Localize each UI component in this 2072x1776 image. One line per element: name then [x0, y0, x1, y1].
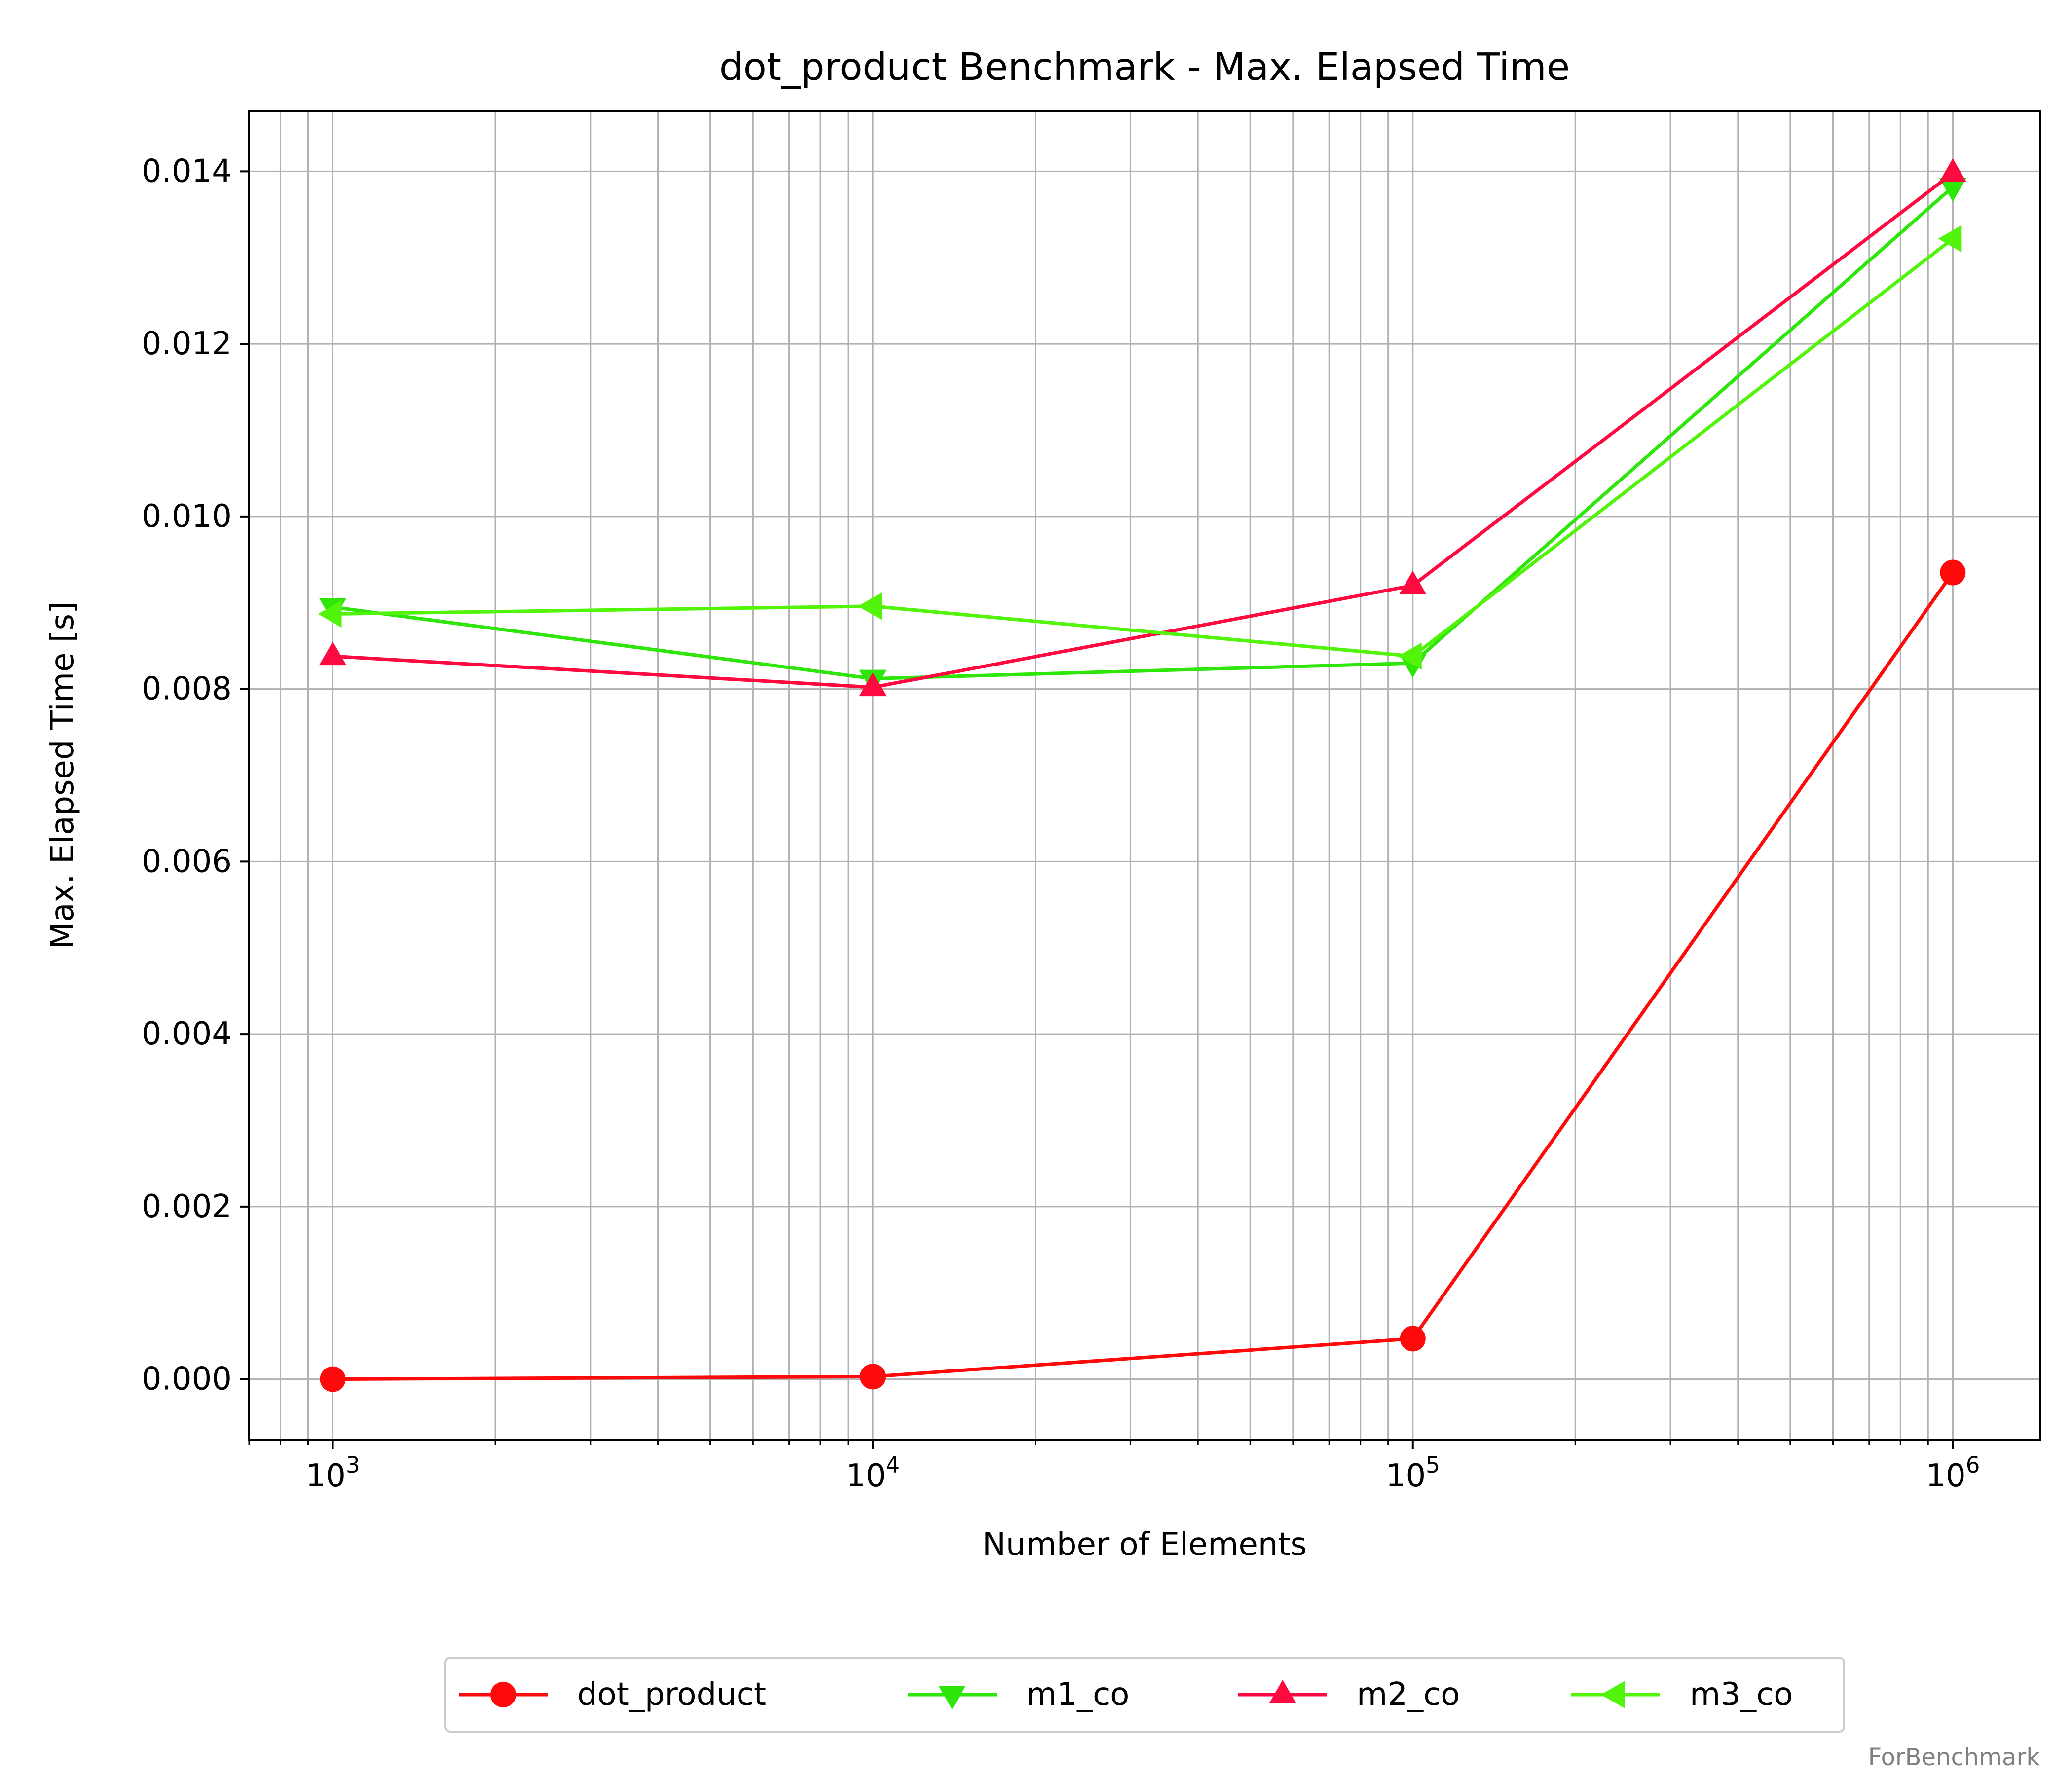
x-axis-label: Number of Elements	[982, 1526, 1307, 1563]
y-tick-label: 0.002	[142, 1188, 232, 1225]
legend-entry-m3_co: m3_co	[1571, 1676, 1793, 1713]
x-tick-label-exponent: 4	[886, 1452, 900, 1478]
data-point-m3_co	[318, 600, 342, 628]
series-m2_co	[319, 158, 1966, 697]
y-tick-label: 0.008	[142, 671, 232, 707]
grid-lines	[248, 111, 2040, 1440]
legend-marker-dot_product	[490, 1682, 516, 1707]
series-line-m2_co	[333, 172, 1954, 689]
legend-marker-m2_co	[1269, 1680, 1296, 1703]
legend-marker-m3_co	[1601, 1681, 1625, 1708]
x-tick-label: 106	[1925, 1452, 1980, 1494]
x-tick-label: 105	[1386, 1452, 1440, 1494]
legend-label-m3_co: m3_co	[1690, 1676, 1793, 1713]
data-point-m3_co	[1398, 642, 1422, 670]
legend-entry-dot_product: dot_product	[459, 1676, 766, 1713]
y-tick-label: 0.010	[142, 498, 232, 535]
series-m1_co	[319, 178, 1966, 694]
y-tick-label: 0.012	[142, 326, 232, 362]
data-point-m1_co	[1939, 178, 1966, 202]
series-lines	[318, 158, 1966, 1392]
plot-area-frame	[248, 110, 2041, 1441]
data-point-dot_product	[320, 1366, 346, 1392]
legend: dot_product m1_co m2_co m3_co	[444, 1657, 1845, 1733]
data-point-dot_product	[1400, 1326, 1426, 1352]
legend-marker-m1_co	[938, 1686, 966, 1709]
legend-entry-m1_co: m1_co	[908, 1676, 1129, 1713]
series-dot_product	[320, 559, 1966, 1392]
legend-entry-m2_co: m2_co	[1238, 1676, 1460, 1713]
data-point-m3_co	[858, 592, 882, 620]
y-tick-label: 0.006	[142, 843, 232, 880]
x-tick-label-exponent: 3	[346, 1452, 360, 1478]
series-m3_co	[318, 225, 1962, 670]
x-tick-label-base: 10	[846, 1458, 886, 1494]
axis-ticks: 0.000 0.002 0.004 0.006 0.008 0.010 0.012 0.014…	[142, 153, 1980, 1494]
data-point-dot_product	[860, 1364, 886, 1390]
legend-label-dot_product: dot_product	[577, 1676, 766, 1713]
x-tick-label: 104	[846, 1452, 900, 1494]
data-point-m2_co	[1939, 158, 1966, 182]
series-line-m1_co	[333, 185, 1954, 681]
legend-box	[444, 1657, 1845, 1733]
x-tick-label-base: 10	[1925, 1458, 1965, 1494]
data-point-m2_co	[1399, 570, 1427, 594]
x-tick-label: 103	[306, 1452, 360, 1494]
watermark-text: ForBenchmark	[1868, 1743, 2040, 1771]
series-line-dot_product	[333, 571, 1955, 1381]
data-point-m3_co	[1938, 225, 1962, 253]
y-axis-label: Max. Elapsed Time [s]	[44, 601, 81, 949]
x-tick-label-exponent: 6	[1966, 1452, 1980, 1478]
x-tick-label-base: 10	[1386, 1458, 1426, 1494]
data-point-dot_product	[1940, 559, 1966, 586]
x-tick-label-base: 10	[306, 1458, 346, 1494]
y-tick-label: 0.000	[142, 1361, 232, 1398]
x-tick-label-exponent: 5	[1426, 1452, 1440, 1478]
legend-label-m1_co: m1_co	[1026, 1676, 1129, 1713]
data-point-m2_co	[319, 641, 347, 666]
legend-label-m2_co: m2_co	[1357, 1676, 1460, 1713]
series-line-m3_co	[333, 237, 1954, 658]
y-tick-label: 0.004	[142, 1016, 232, 1052]
y-tick-label: 0.014	[142, 153, 232, 189]
chart-title: dot_product Benchmark - Max. Elapsed Tim…	[719, 45, 1570, 89]
data-point-m2_co	[859, 672, 887, 697]
